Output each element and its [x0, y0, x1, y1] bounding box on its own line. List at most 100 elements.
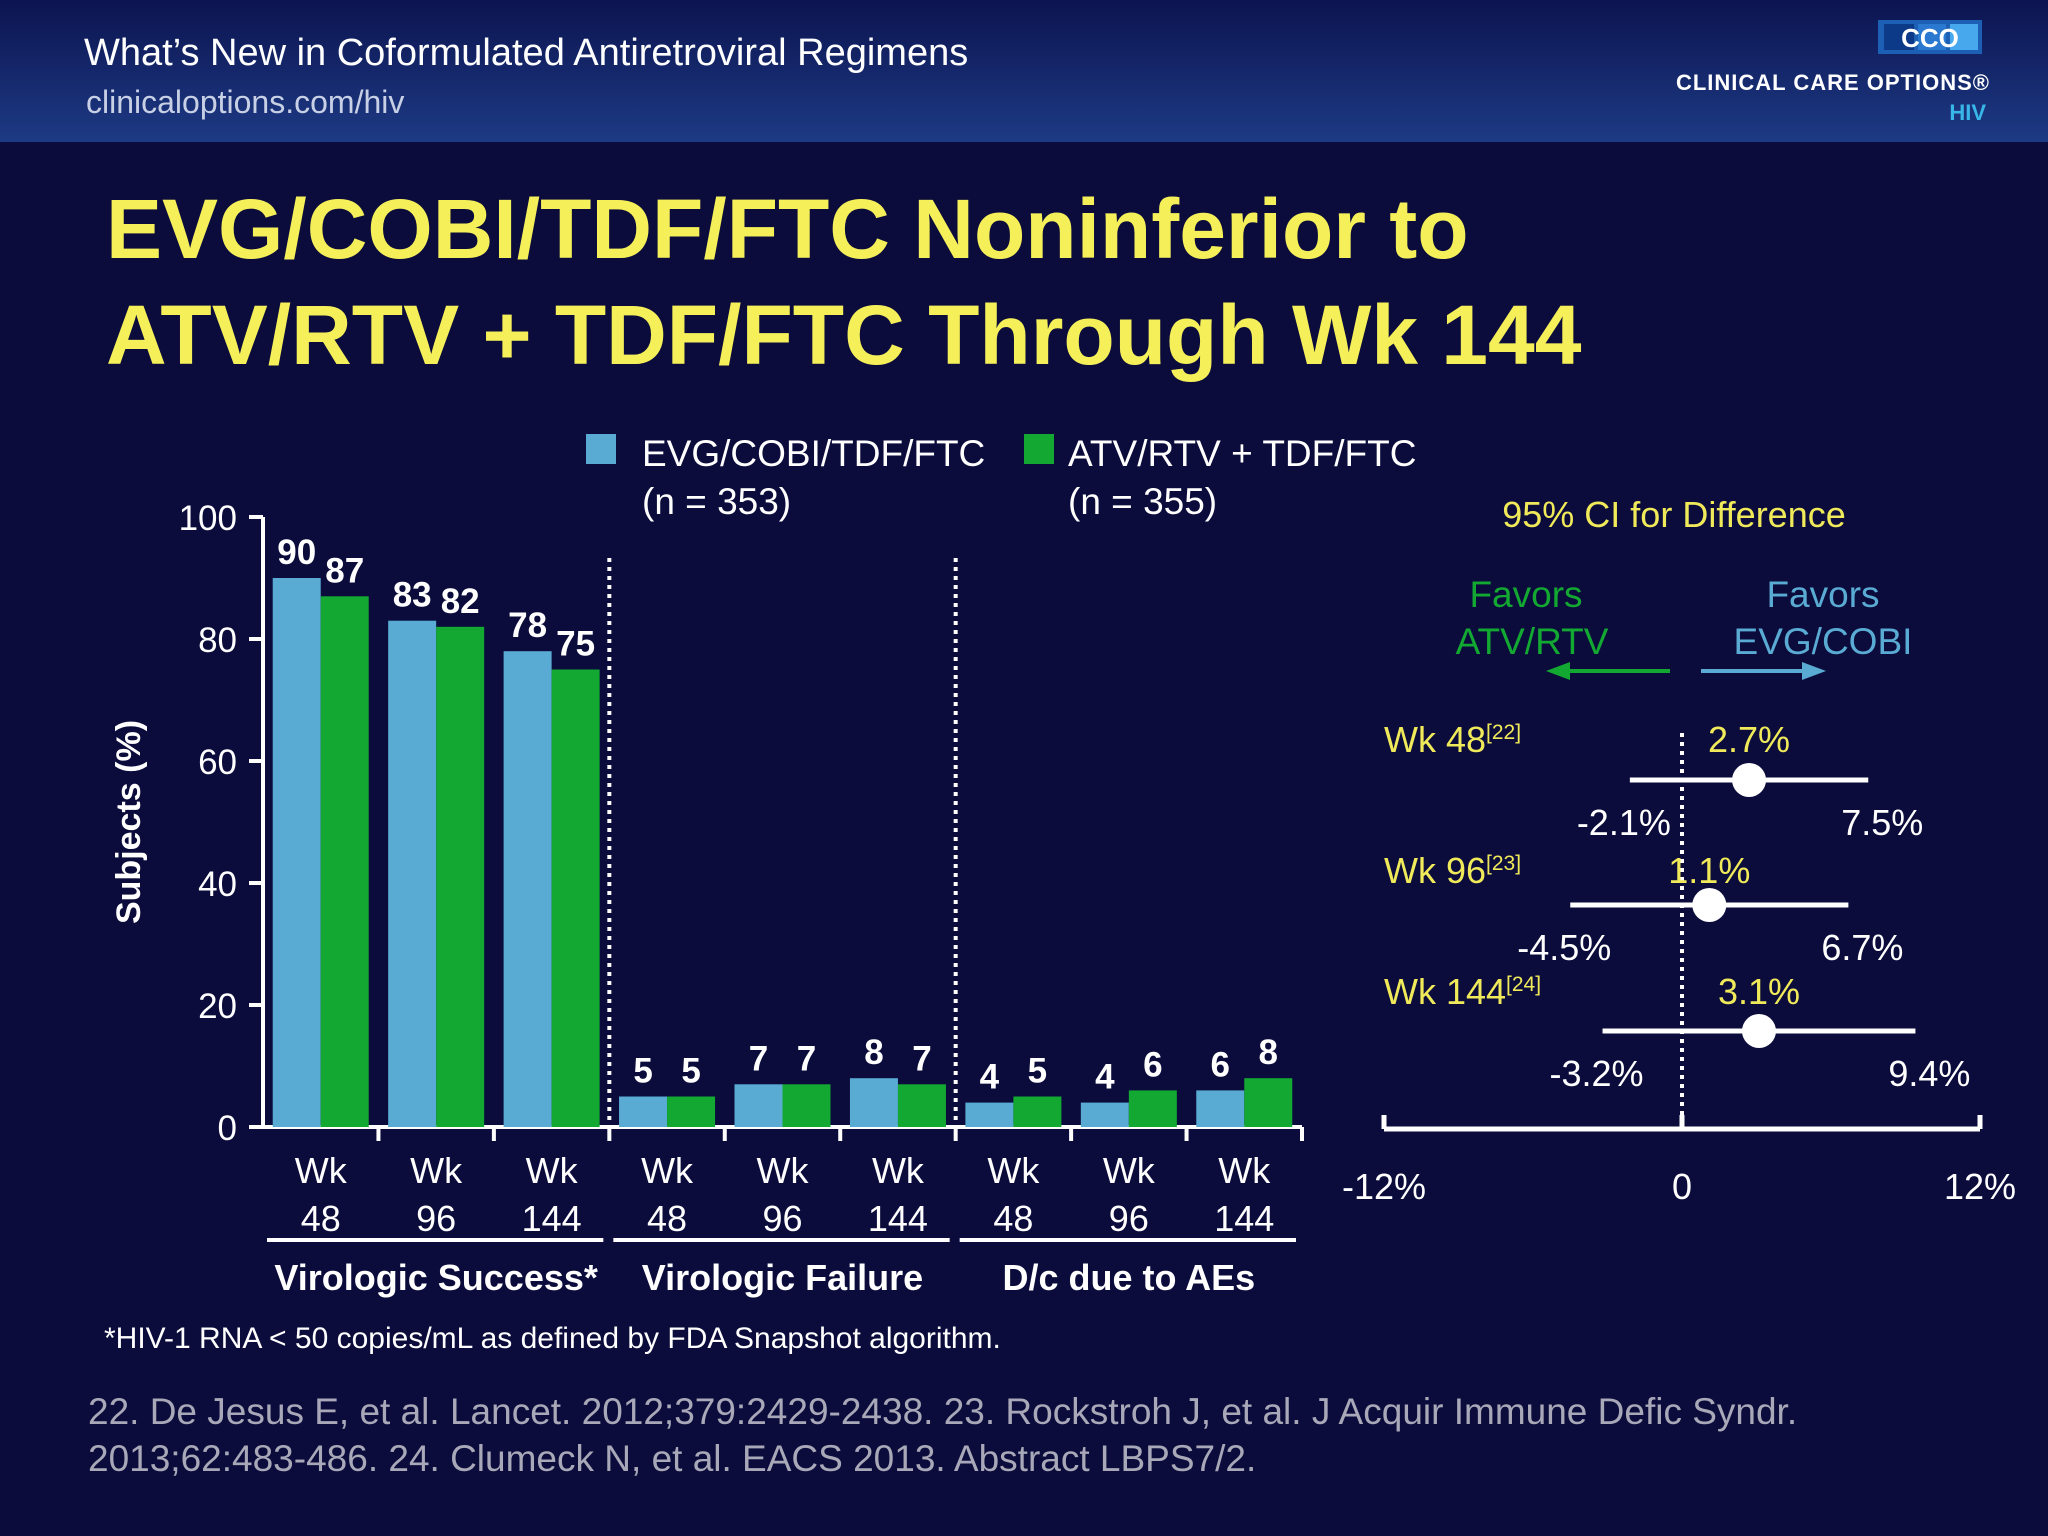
legend-n-atv: (n = 355) — [1068, 481, 1217, 522]
legend-label-atv: ATV/RTV + TDF/FTC — [1068, 433, 1416, 474]
x-tick-label: Wk — [295, 1150, 348, 1191]
bar-evg — [388, 620, 437, 1127]
forest-lower-label: -3.2% — [1550, 1053, 1644, 1094]
bar-evg — [734, 1084, 783, 1127]
forest-row-ref: [24] — [1506, 973, 1541, 996]
forest-upper-label: 9.4% — [1888, 1053, 1970, 1094]
logo-text: CCO — [1901, 23, 1959, 53]
presentation-title: What’s New in Coformulated Antiretrovira… — [84, 32, 969, 74]
references-line-2: 2013;62:483-486. 24. Clumeck N, et al. E… — [88, 1438, 1257, 1479]
x-tick-label: 96 — [416, 1198, 456, 1239]
slide-title: EVG/COBI/TDF/FTC Noninferior to ATV/RTV … — [106, 176, 1956, 388]
bar-evg — [503, 651, 552, 1127]
bar-evg — [1196, 1090, 1245, 1127]
bar-atv-value-label: 5 — [1028, 1052, 1047, 1091]
bar-evg-value-label: 83 — [393, 576, 432, 615]
group-label: Virologic Failure — [642, 1257, 923, 1298]
x-tick-label: 48 — [993, 1198, 1033, 1239]
header-band — [0, 0, 2048, 142]
x-tick-label: 96 — [762, 1198, 802, 1239]
references-line-1: 22. De Jesus E, et al. Lancet. 2012;379:… — [88, 1391, 1798, 1432]
forest-row-ref: [22] — [1486, 721, 1521, 744]
y-tick-label: 80 — [198, 621, 237, 660]
forest-lower-label: -4.5% — [1517, 927, 1611, 968]
x-tick-label: 48 — [647, 1198, 687, 1239]
slide-title-line-1: EVG/COBI/TDF/FTC Noninferior to — [106, 182, 1469, 276]
bar-evg — [1080, 1102, 1129, 1127]
brand-sub: HIV — [1949, 100, 1986, 125]
forest-estimate-label: 2.7% — [1708, 719, 1790, 760]
bar-atv — [897, 1084, 946, 1127]
bar-atv-value-label: 5 — [681, 1052, 700, 1091]
favors-right-arrowhead — [1802, 662, 1826, 680]
group-label: D/c due to AEs — [1002, 1257, 1255, 1298]
bar-evg-value-label: 7 — [749, 1039, 768, 1078]
bar-atv — [1244, 1078, 1293, 1127]
favors-left-arrowhead — [1546, 662, 1570, 680]
bar-evg-value-label: 8 — [864, 1033, 883, 1072]
favors-right-label: Favors — [1766, 574, 1879, 615]
forest-x-tick-label: 0 — [1672, 1166, 1692, 1207]
x-tick-label: Wk — [987, 1150, 1040, 1191]
forest-row-ref: [23] — [1486, 852, 1521, 875]
forest-estimate-label: 1.1% — [1668, 850, 1750, 891]
bar-atv — [436, 626, 485, 1127]
x-tick-label: Wk — [757, 1150, 810, 1191]
x-tick-label: 48 — [301, 1198, 341, 1239]
x-tick-label: Wk — [410, 1150, 463, 1191]
forest-row-label-text: Wk 48 — [1384, 719, 1486, 760]
references: 22. De Jesus E, et al. Lancet. 2012;379:… — [88, 1388, 1988, 1482]
x-tick-label: Wk — [1103, 1150, 1156, 1191]
y-tick-label: 20 — [198, 987, 237, 1026]
favors-left-label: ATV/RTV — [1456, 621, 1609, 662]
slide-title-line-2: ATV/RTV + TDF/FTC Through Wk 144 — [106, 288, 1582, 382]
forest-title: 95% CI for Difference — [1502, 494, 1846, 535]
forest-row-label-text: Wk 144 — [1384, 971, 1506, 1012]
bar-atv-value-label: 7 — [797, 1039, 816, 1078]
legend-n-evg: (n = 353) — [642, 481, 791, 522]
y-tick-label: 40 — [198, 865, 237, 904]
presentation-url[interactable]: clinicaloptions.com/hiv — [86, 84, 405, 120]
x-tick-label: 144 — [868, 1198, 928, 1239]
forest-row-label-text: Wk 96 — [1384, 850, 1486, 891]
forest-row-label: Wk 48[22] — [1384, 719, 1521, 760]
y-tick-label: 60 — [198, 743, 237, 782]
x-tick-label: Wk — [872, 1150, 925, 1191]
bar-evg-value-label: 90 — [277, 533, 316, 572]
forest-estimate-point — [1741, 1014, 1776, 1048]
bar-atv-value-label: 87 — [325, 551, 364, 590]
y-tick-label: 0 — [218, 1109, 237, 1148]
footnote: *HIV-1 RNA < 50 copies/mL as defined by … — [104, 1322, 1001, 1355]
bar-evg-value-label: 4 — [980, 1058, 1000, 1097]
forest-upper-label: 6.7% — [1821, 927, 1903, 968]
bar-atv-value-label: 7 — [912, 1039, 931, 1078]
bar-evg-value-label: 78 — [508, 606, 547, 645]
bar-evg — [619, 1096, 668, 1127]
favors-right-label: EVG/COBI — [1734, 621, 1913, 662]
forest-x-tick-label: -12% — [1342, 1166, 1426, 1207]
forest-lower-label: -2.1% — [1577, 802, 1671, 843]
x-tick-label: Wk — [526, 1150, 579, 1191]
bar-evg — [965, 1102, 1014, 1127]
bar-atv — [1128, 1090, 1177, 1127]
bar-atv — [551, 669, 600, 1127]
bar-evg-value-label: 4 — [1095, 1058, 1115, 1097]
forest-upper-label: 7.5% — [1841, 802, 1923, 843]
forest-row-label: Wk 96[23] — [1384, 850, 1521, 891]
cco-logo-icon: CCO — [1878, 20, 1982, 54]
brand-name: CLINICAL CARE OPTIONS® — [1675, 70, 1990, 95]
forest-estimate-label: 3.1% — [1718, 971, 1800, 1012]
forest-row-label: Wk 144[24] — [1384, 971, 1541, 1012]
y-tick-label: 100 — [179, 499, 237, 538]
bar-evg-value-label: 6 — [1211, 1045, 1230, 1084]
forest-estimate-point — [1732, 763, 1767, 797]
x-tick-label: Wk — [1218, 1150, 1271, 1191]
bar-atv-value-label: 6 — [1143, 1045, 1162, 1084]
x-tick-label: Wk — [641, 1150, 694, 1191]
legend-swatch-atv — [1024, 434, 1054, 464]
forest-estimate-point — [1692, 888, 1727, 922]
bar-atv — [667, 1096, 716, 1127]
bar-evg-value-label: 5 — [633, 1052, 652, 1091]
bar-atv-value-label: 82 — [441, 582, 480, 621]
